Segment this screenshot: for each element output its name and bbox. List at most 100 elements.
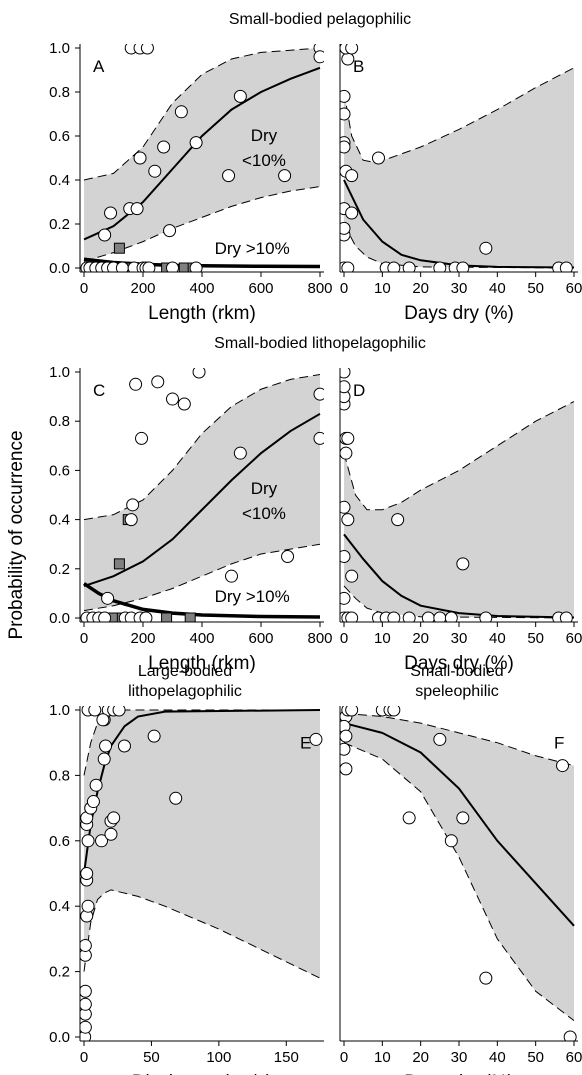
x-tick-label: 20 — [412, 1049, 429, 1066]
y-tick-label: 0.2 — [49, 964, 70, 981]
data-point-circle — [402, 811, 416, 825]
x-tick-label: 200 — [130, 630, 155, 647]
data-point-circle — [95, 834, 109, 848]
data-point-circle — [456, 557, 470, 571]
x-tick-label: 100 — [206, 1049, 231, 1066]
y-tick-label: 0.4 — [49, 512, 70, 529]
x-tick-label: 10 — [374, 280, 391, 297]
data-point-circle — [341, 261, 355, 272]
data-point-circle — [117, 739, 131, 753]
x-tick-label: 60 — [566, 280, 582, 297]
data-point-circle — [80, 1020, 92, 1034]
x-tick-label: 0 — [340, 1049, 348, 1066]
data-point-square — [184, 612, 196, 622]
data-point-circle — [340, 140, 351, 154]
panel-D: 0 10 20 30 40 50 60 Days dry (%) D — [339, 368, 582, 674]
data-point-circle — [140, 44, 154, 55]
x-tick-label: 20 — [412, 280, 429, 297]
data-point-circle — [104, 827, 118, 841]
y-tick-label: 1.0 — [49, 40, 70, 57]
x-tick-label: 150 — [274, 1049, 299, 1066]
annotation-text: <10% — [242, 504, 286, 523]
x-tick-label: 10 — [374, 1049, 391, 1066]
data-point-circle — [340, 742, 351, 756]
x-tick-label: 60 — [566, 630, 582, 647]
data-point-circle — [479, 611, 493, 622]
data-point-circle — [142, 261, 156, 272]
data-point-circle — [387, 611, 401, 622]
panel-A: 0 200 400 600 800 0.0 0.2 0.4 0.6 0.8 1.0 Length (r… — [49, 40, 332, 324]
annotation-text: Dry — [251, 479, 278, 498]
panel-letter: E — [300, 734, 311, 753]
y-tick-label: 0.8 — [49, 413, 70, 430]
fit-line — [343, 722, 575, 927]
data-point-circle — [340, 762, 353, 776]
data-point-circle — [345, 206, 359, 220]
data-point-circle — [479, 241, 493, 255]
data-point-circle — [101, 591, 115, 605]
data-point-circle — [563, 1030, 577, 1041]
data-point-circle — [479, 971, 493, 985]
data-point-circle — [86, 795, 100, 809]
fit-line — [343, 179, 575, 269]
x-tick-label: 30 — [451, 630, 468, 647]
data-point-circle — [189, 136, 203, 150]
data-point-circle — [340, 550, 351, 563]
data-point-circle — [107, 811, 121, 825]
data-point-circle — [402, 261, 416, 272]
data-point-circle — [391, 513, 405, 527]
x-axis-label: Days dry (%) — [404, 303, 514, 324]
data-point-circle — [281, 550, 295, 563]
panel-B: 0 10 20 30 40 50 60 Days dry (%) B — [339, 44, 582, 324]
data-point-circle — [104, 206, 118, 220]
data-point-circle — [387, 261, 401, 272]
section-title-pelagophilic: Small-bodied pelagophilic — [229, 11, 411, 28]
data-point-circle — [124, 513, 138, 527]
data-point-circle — [340, 591, 351, 605]
data-point-circle — [163, 224, 177, 238]
y-tick-label: 1.0 — [49, 702, 70, 719]
data-point-circle — [192, 368, 206, 379]
data-point-circle — [81, 834, 95, 848]
plot-area — [340, 44, 575, 272]
panel-C: 0 200 400 600 800 0.0 0.2 0.4 0.6 0.8 1.0 Length (r… — [49, 364, 332, 674]
annotation-text: <10% — [242, 151, 286, 170]
data-point-circle — [456, 811, 470, 825]
panel-letter: D — [353, 381, 365, 400]
data-point-circle — [444, 611, 458, 622]
x-axis-label: Days dry (%) — [404, 1072, 514, 1075]
plot-area — [80, 706, 323, 1041]
x-tick-label: 600 — [248, 630, 273, 647]
data-point-circle — [559, 611, 573, 622]
data-point-circle — [313, 50, 324, 64]
data-point-circle — [133, 151, 147, 165]
data-point-circle — [80, 938, 92, 952]
data-point-circle — [345, 169, 359, 183]
data-point-circle — [456, 261, 470, 272]
y-tick-label: 0.8 — [49, 84, 70, 101]
ci-upper-line — [83, 47, 321, 181]
data-point-circle — [313, 431, 324, 445]
plot-area — [80, 44, 324, 272]
data-point-circle — [433, 732, 447, 746]
data-point-circle — [309, 732, 323, 746]
data-point-circle — [80, 984, 92, 998]
data-point-circle — [169, 791, 183, 805]
x-axis-label: Length (rkm) — [148, 653, 256, 674]
ci-lower-line — [343, 223, 575, 269]
fit-line — [83, 66, 321, 241]
plot-area — [80, 368, 324, 622]
data-point-circle — [157, 140, 171, 154]
panel-E: 0 50 100 150 0.0 0.2 0.4 0.6 0.8 1.0 Discharge (m³… — [49, 702, 324, 1075]
data-point-circle — [166, 261, 179, 272]
x-tick-label: 0 — [340, 630, 348, 647]
y-tick-label: 0.0 — [49, 610, 70, 627]
panel-letter: F — [554, 734, 564, 753]
x-tick-label: 50 — [527, 630, 544, 647]
data-point-circle — [99, 739, 113, 753]
fit-line — [83, 412, 321, 587]
section-title-speleophilic-line2: speleophilic — [415, 683, 499, 700]
panel-F: 0 10 20 30 40 50 60 Days dry (%) F — [339, 706, 582, 1075]
panel-letter: B — [353, 57, 364, 76]
